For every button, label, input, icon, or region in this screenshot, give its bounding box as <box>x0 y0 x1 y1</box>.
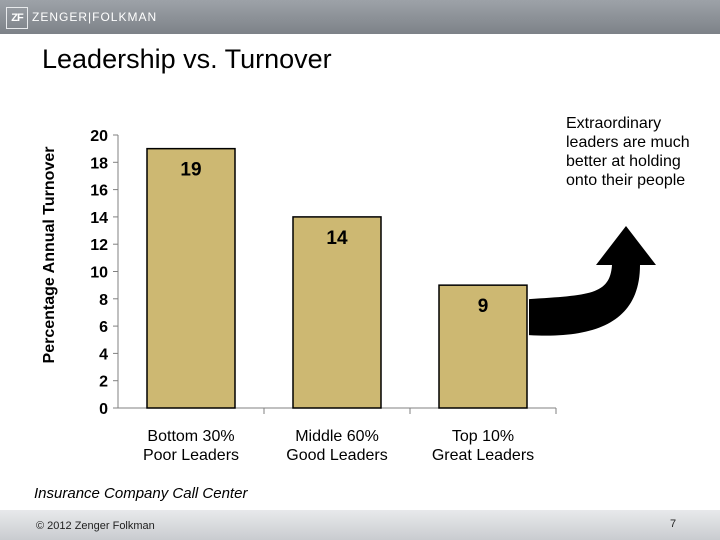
data-label-1: 19 <box>180 160 201 181</box>
category-label: Great Leaders <box>432 447 534 464</box>
category-label: Good Leaders <box>286 447 387 464</box>
y-tick-label: 14 <box>90 210 108 227</box>
bar-1 <box>146 147 236 409</box>
y-tick-label: 18 <box>90 155 108 172</box>
y-tick-label: 0 <box>99 401 108 418</box>
category-label: Bottom 30% <box>147 428 234 445</box>
data-label-2: 14 <box>326 228 348 249</box>
page-title: Leadership vs. Turnover <box>42 44 332 74</box>
footer-bar: © 2012 Zenger Folkman 7 <box>0 510 720 540</box>
page-number: 7 <box>670 518 677 530</box>
bar-2 <box>292 216 382 409</box>
category-label: Top 10% <box>452 428 514 445</box>
header-bar: ZF ZENGER|FOLKMAN <box>0 0 720 34</box>
chart-annotation: Extraordinary leaders are much better at… <box>566 115 690 189</box>
curved-arrow-icon <box>529 226 656 336</box>
source-note: Insurance Company Call Center <box>34 485 248 502</box>
category-label: Poor Leaders <box>143 447 239 464</box>
logo-text: ZENGER|FOLKMAN <box>32 10 158 24</box>
copyright-text: © 2012 Zenger Folkman <box>36 520 155 532</box>
category-label: Middle 60% <box>295 428 379 445</box>
logo-icon: ZF <box>6 7 28 29</box>
data-label-3: 9 <box>478 296 489 317</box>
y-tick-label: 4 <box>99 346 108 363</box>
y-tick-label: 12 <box>90 237 108 254</box>
bar-3 <box>438 284 528 409</box>
y-tick-label: 20 <box>90 128 108 145</box>
y-tick-label: 6 <box>99 319 108 336</box>
y-tick-label: 10 <box>90 265 108 282</box>
y-tick-label: 8 <box>99 292 108 309</box>
y-tick-label: 2 <box>99 374 108 391</box>
y-tick-label: 16 <box>90 183 108 200</box>
